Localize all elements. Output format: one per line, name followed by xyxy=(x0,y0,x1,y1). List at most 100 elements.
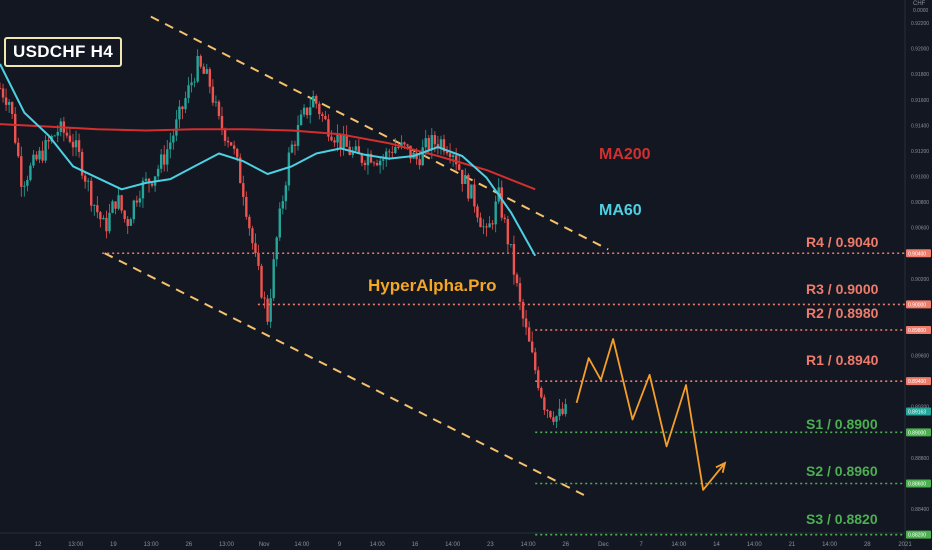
x-tick-label: 9 xyxy=(338,542,342,548)
level-price-tag-text: 0.89800 xyxy=(908,328,926,334)
level-label-s2: S2 / 0.8960 xyxy=(806,463,878,479)
x-tick-label: 14 xyxy=(713,542,720,548)
level-label-s3: S3 / 0.8820 xyxy=(806,511,878,527)
candle-body xyxy=(193,81,196,83)
candle-body xyxy=(187,85,190,99)
candle-body xyxy=(546,410,549,412)
candle-body xyxy=(506,219,510,245)
candle-body xyxy=(254,243,257,254)
candle-body xyxy=(17,142,20,157)
candle-body xyxy=(65,132,69,136)
candle-body xyxy=(315,96,318,104)
last-price-tag-text: 0.89163 xyxy=(908,409,926,415)
level-label-s1: S1 / 0.8900 xyxy=(806,416,878,432)
candle-body xyxy=(117,195,120,209)
candle-body xyxy=(287,152,291,186)
candle-body xyxy=(235,148,239,158)
candle-body xyxy=(330,136,333,141)
candle-body xyxy=(80,151,84,176)
level-price-tag-text: 0.90000 xyxy=(908,302,926,308)
level-price-tag-text: 0.90400 xyxy=(908,251,926,257)
candle-body xyxy=(190,82,193,86)
candle-body xyxy=(476,206,479,218)
y-tick-label: 0.88800 xyxy=(911,456,929,462)
candle-body xyxy=(90,180,93,206)
candle-body xyxy=(461,169,464,185)
candle-body xyxy=(333,140,336,143)
candle-body xyxy=(375,163,379,166)
x-tick-label: Nov xyxy=(259,542,270,548)
candle-body xyxy=(181,106,184,110)
x-tick-label: 13:00 xyxy=(68,542,84,548)
candle-body xyxy=(357,146,361,154)
projection-arrow-head xyxy=(715,461,727,473)
candle-body xyxy=(132,200,136,220)
candle-body xyxy=(214,101,218,103)
candle-body xyxy=(385,151,388,160)
candle-body xyxy=(488,223,491,228)
level-label-r1: R1 / 0.8940 xyxy=(806,352,879,368)
y-tick-label: 0.89600 xyxy=(911,354,929,360)
candle-body xyxy=(266,298,269,322)
channel-lower-line xyxy=(104,252,585,496)
candle-body xyxy=(111,201,114,213)
candle-body xyxy=(537,370,540,389)
x-tick-label: 14:00 xyxy=(822,542,838,548)
candle-body xyxy=(363,162,367,166)
candle-body xyxy=(470,184,473,199)
ma200-label: MA200 xyxy=(599,146,651,163)
candle-body xyxy=(324,115,327,120)
candle-body xyxy=(318,103,321,115)
candle-body xyxy=(372,162,376,164)
candle-body xyxy=(500,187,503,218)
x-tick-label: 2021 xyxy=(898,542,912,548)
y-tick-label: 0.90600 xyxy=(911,226,929,232)
candle-body xyxy=(482,226,485,228)
candle-body xyxy=(248,216,251,229)
candle-body xyxy=(272,259,275,299)
candle-body xyxy=(433,135,437,145)
candle-body xyxy=(205,69,208,74)
candle-body xyxy=(543,397,546,411)
candle-body xyxy=(555,416,558,422)
candle-body xyxy=(534,352,537,371)
candle-body xyxy=(144,178,148,181)
candle-body xyxy=(296,125,300,146)
candle-body xyxy=(232,145,236,149)
candle-body xyxy=(156,168,160,177)
y-tick-label: 0.88400 xyxy=(911,507,929,513)
candle-body xyxy=(409,145,412,159)
candle-body xyxy=(14,113,17,143)
candle-body xyxy=(114,201,117,209)
x-tick-label: Dec xyxy=(598,542,609,548)
candle-body xyxy=(400,142,403,148)
channel-upper-line xyxy=(150,15,609,251)
x-tick-label: 19 xyxy=(110,542,117,548)
y-tick-label: 0.90200 xyxy=(911,277,929,283)
candle-body xyxy=(175,119,178,136)
candle-body xyxy=(515,274,519,284)
candle-body xyxy=(448,153,452,157)
candle-body xyxy=(521,301,525,319)
price-axis-panel xyxy=(905,0,932,550)
candle-body xyxy=(141,180,145,199)
candle-body xyxy=(530,341,534,353)
candle-body xyxy=(388,151,391,153)
projection-path xyxy=(575,338,726,491)
level-label-r3: R3 / 0.9000 xyxy=(806,281,879,297)
candle-body xyxy=(421,147,424,166)
candle-body xyxy=(540,388,543,398)
candle-body xyxy=(302,107,306,115)
candle-body xyxy=(53,135,56,137)
candle-body xyxy=(451,155,455,157)
candle-body xyxy=(391,152,394,153)
x-tick-label: 28 xyxy=(864,542,871,548)
candle-body xyxy=(527,327,531,342)
x-tick-label: 23 xyxy=(487,542,494,548)
candle-body xyxy=(275,237,278,260)
y-tick-label: 0.90800 xyxy=(911,200,929,206)
x-tick-label: 26 xyxy=(185,542,192,548)
level-price-tag xyxy=(906,326,931,334)
ma60-label: MA60 xyxy=(599,202,642,219)
